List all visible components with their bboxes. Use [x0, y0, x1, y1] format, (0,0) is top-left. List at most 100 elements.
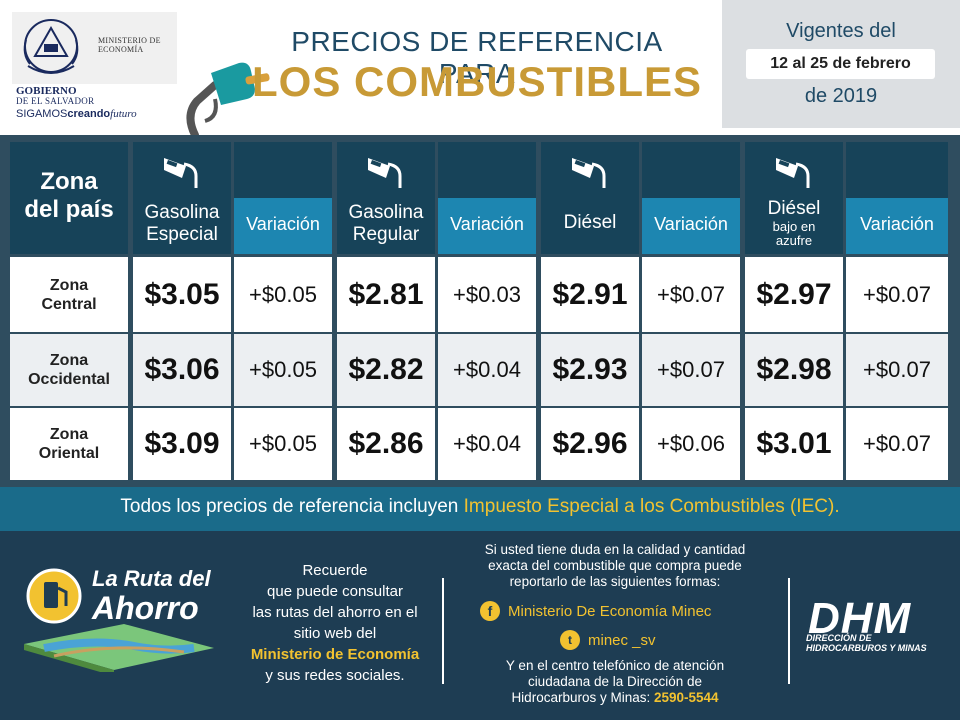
validity-year: de 2019 — [804, 85, 878, 107]
zone-header-line-1: Zona — [40, 168, 98, 195]
variation-header-top — [234, 142, 332, 198]
validity-dates: 12 al 25 de febrero — [746, 49, 935, 79]
fuel-nozzle-icon — [186, 62, 270, 139]
price-cell: $2.86 — [337, 408, 435, 480]
twitter-link[interactable]: t minec _sv — [560, 630, 720, 652]
fuel-header-gasolina-especial: Gasolina Especial — [133, 142, 231, 254]
title-line-1: PRECIOS DE REFERENCIA PARA — [291, 26, 663, 89]
fuel-header-diesel: Diésel — [541, 142, 639, 254]
variation-header: Variación — [846, 198, 948, 254]
variation-cell: +$0.07 — [846, 257, 948, 332]
price-cell: $2.96 — [541, 408, 639, 480]
government-country: DE EL SALVADOR — [16, 96, 95, 106]
price-cell: $2.93 — [541, 334, 639, 406]
recuerde-line: sitio web del — [293, 625, 377, 642]
variation-cell: +$0.07 — [642, 334, 740, 406]
footer — [0, 531, 960, 720]
dhm-sub-line-1: DIRECCIÓN DE — [806, 633, 872, 643]
fuel-name-line-2: Regular — [352, 224, 420, 245]
fuel-header-diesel-bajo-azufre: Diésel bajo en azufre — [745, 142, 843, 254]
fuel-name-line-1: Diésel — [767, 198, 821, 219]
variation-cell: +$0.05 — [234, 257, 332, 332]
dhm-subtitle: DIRECCIÓN DE HIDROCARBUROS Y MINAS — [806, 633, 927, 653]
ruta-title-1: La Ruta del — [92, 566, 211, 591]
validity-label: Vigentes del — [786, 20, 896, 42]
slogan-part-c: futuro — [110, 108, 137, 120]
report-line: reportarlo de las siguientes formas: — [509, 574, 721, 589]
ministry-link[interactable]: Ministerio de Economía — [250, 646, 420, 663]
ministry-name: MINISTERIO DE ECONOMÍA — [98, 36, 161, 54]
facebook-link[interactable]: f Ministerio De Economía Minec — [480, 601, 760, 623]
variation-cell: +$0.07 — [642, 257, 740, 332]
slogan-part-b: creando — [67, 108, 111, 120]
zone-header-line-2: del país — [24, 196, 114, 223]
price-cell: $3.06 — [133, 334, 231, 406]
coat-of-arms-icon — [23, 19, 79, 74]
variation-cell: +$0.05 — [234, 408, 332, 480]
twitter-icon: t — [560, 630, 580, 650]
slogan: SIGAMOScreandofuturo — [16, 108, 137, 120]
dhm-logo: DHM — [808, 594, 912, 643]
call-center-line: Y en el centro telefónico de atención — [505, 658, 725, 673]
phone-number[interactable]: 2590-5544 — [654, 690, 719, 705]
variation-header-top — [846, 142, 948, 198]
gas-pump-icon — [572, 158, 606, 188]
variation-cell: +$0.04 — [438, 408, 536, 480]
fuel-name-line-1: Gasolina — [144, 202, 220, 223]
variation-cell: +$0.07 — [846, 334, 948, 406]
zone-label-line: Central — [41, 295, 97, 313]
road-map-icon — [24, 568, 214, 672]
zone-label: Zona Occidental — [10, 334, 128, 406]
call-center-prefix: Hidrocarburos y Minas: — [511, 690, 654, 705]
recuerde-line: que puede consultar — [267, 583, 403, 600]
price-cell: $3.09 — [133, 408, 231, 480]
slogan-part-a: SIGAMOS — [16, 108, 68, 120]
zone-label-line: Occidental — [28, 371, 110, 388]
price-cell: $2.82 — [337, 334, 435, 406]
variation-cell: +$0.04 — [438, 334, 536, 406]
zone-label-line: Zona — [49, 276, 89, 294]
report-instructions: Si usted tiene duda en la calidad y cant… — [450, 542, 780, 590]
zone-label: Zona Oriental — [10, 408, 128, 480]
dhm-sub-line-2: HIDROCARBUROS Y MINAS — [806, 643, 927, 653]
fuel-name-sub: bajo en azufre — [772, 219, 816, 248]
government-name: GOBIERNO — [16, 85, 77, 97]
zone-column-header: Zona del país — [10, 142, 128, 254]
price-cell: $3.01 — [745, 408, 843, 480]
variation-cell: +$0.07 — [846, 408, 948, 480]
variation-header-top — [642, 142, 740, 198]
facebook-label: Ministerio De Economía Minec — [508, 602, 712, 620]
iec-band — [0, 487, 960, 531]
iec-suffix: . — [834, 496, 840, 517]
variation-header: Variación — [642, 198, 740, 254]
recuerde-text: Recuerde que puede consultar las rutas d… — [230, 560, 440, 686]
report-line: Si usted tiene duda en la calidad y cant… — [484, 542, 746, 557]
fuel-name-line-1: Gasolina — [348, 202, 424, 223]
price-cell: $2.98 — [745, 334, 843, 406]
zone-label-line: Oriental — [38, 445, 100, 462]
zone-label-line: Zona — [49, 352, 89, 369]
call-center-line: ciudadana de la Dirección de — [527, 674, 703, 689]
ruta-title-2: Ahorro — [92, 590, 199, 626]
recuerde-line: las rutas del ahorro en el — [252, 604, 418, 621]
call-center-text: Y en el centro telefónico de atención ci… — [450, 658, 780, 706]
fuel-name-line-2: Especial — [146, 224, 218, 245]
zone-label: Zona Central — [10, 257, 128, 332]
recuerde-line: Recuerde — [302, 562, 368, 579]
price-cell: $2.97 — [745, 257, 843, 332]
divider — [788, 578, 790, 684]
twitter-label: minec _sv — [588, 631, 656, 649]
iec-prefix: Todos los precios de referencia incluyen — [120, 496, 464, 517]
call-center-line: Hidrocarburos y Minas: 2590-5544 — [450, 690, 780, 706]
price-cell: $2.81 — [337, 257, 435, 332]
fuel-name-line-1: Diésel — [563, 212, 617, 233]
title-line-2: LOS COMBUSTIBLES — [252, 58, 703, 105]
variation-cell: +$0.06 — [642, 408, 740, 480]
price-cell: $2.91 — [541, 257, 639, 332]
recuerde-line: y sus redes sociales. — [265, 667, 405, 684]
report-line: exacta del combustible que compra puede — [488, 558, 742, 573]
zone-label-line: Zona — [49, 426, 89, 443]
iec-note: Todos los precios de referencia incluyen… — [0, 496, 960, 518]
price-cell: $3.05 — [133, 257, 231, 332]
variation-header: Variación — [234, 198, 332, 254]
